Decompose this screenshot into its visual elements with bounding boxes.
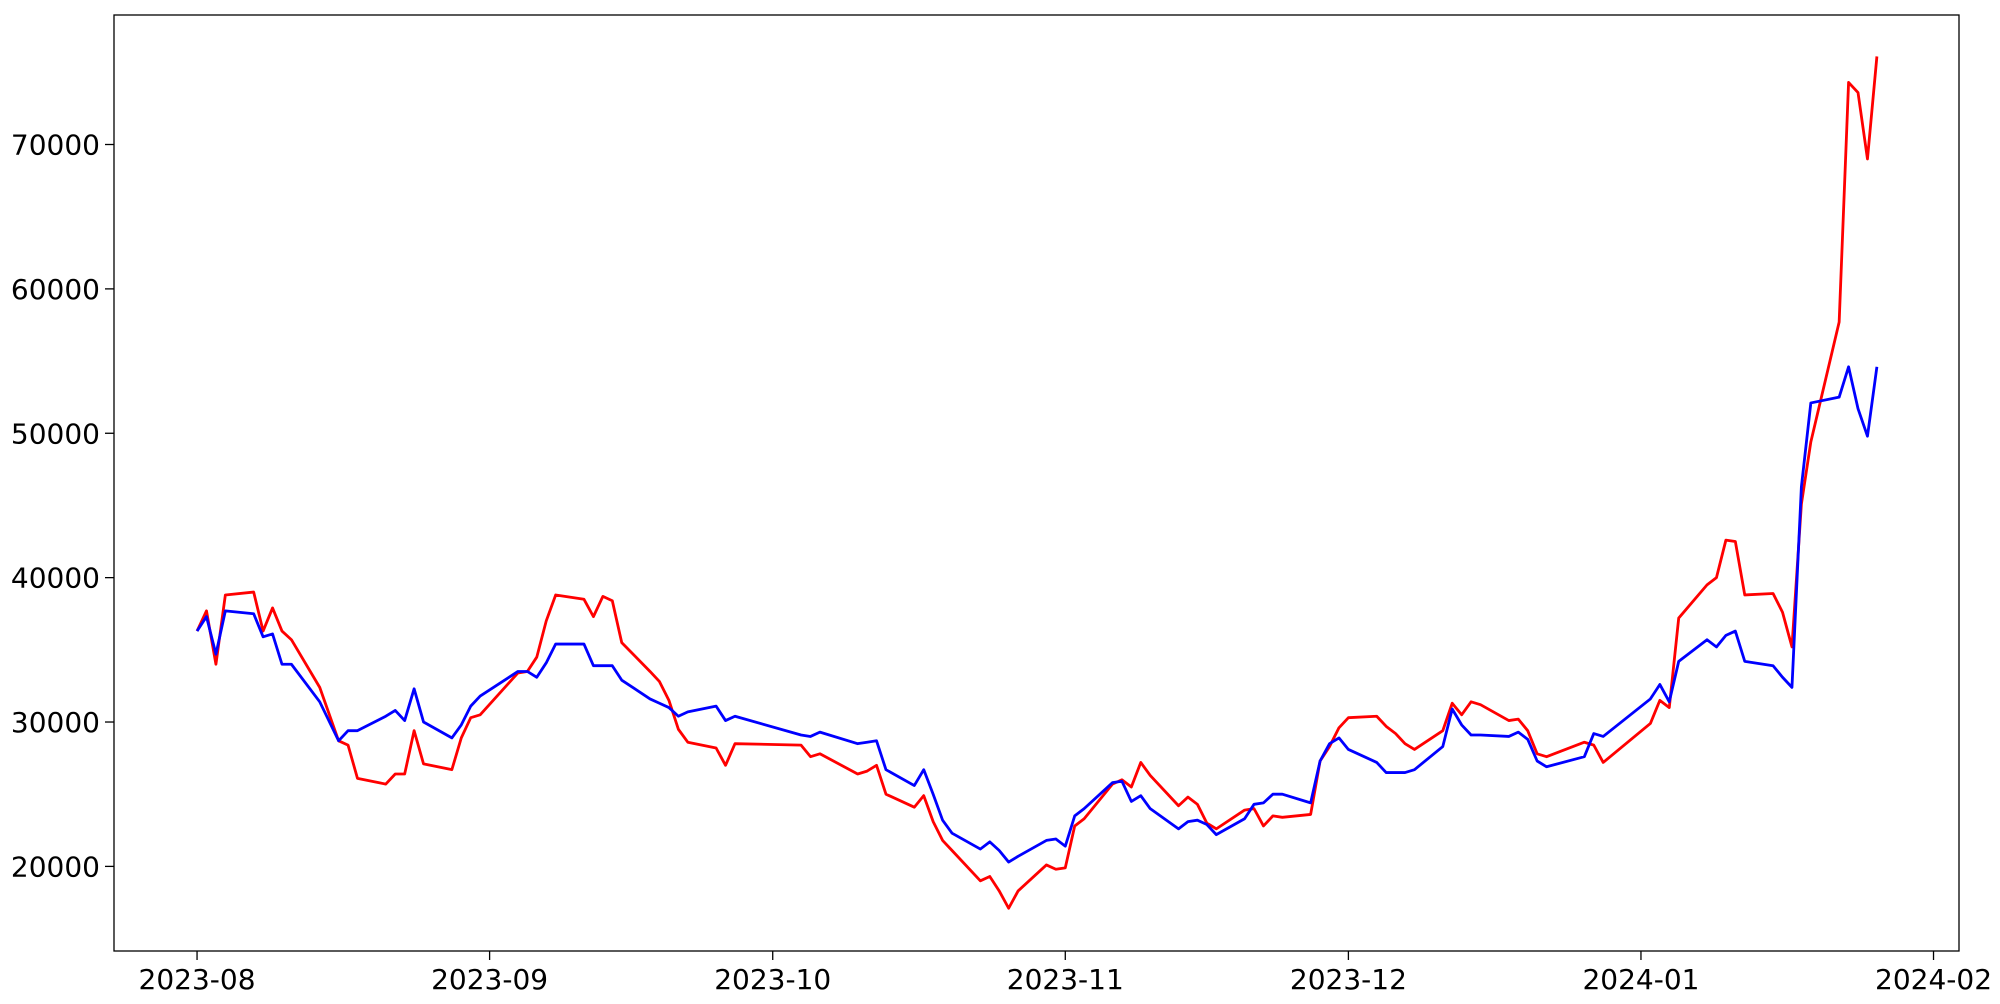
x-tick-label: 2023-09: [431, 963, 548, 996]
plot-frame: [113, 14, 1960, 952]
series-line: [195, 56, 1879, 910]
y-tick-label: 30000: [11, 706, 100, 739]
y-tick-label: 50000: [11, 417, 100, 450]
x-tick-label: 2024-01: [1582, 963, 1699, 996]
x-tick-label: 2024-02: [1875, 963, 1992, 996]
y-tick-label: 70000: [11, 129, 100, 162]
x-tick-label: 2023-08: [139, 963, 256, 996]
x-tick-label: 2023-12: [1290, 963, 1407, 996]
y-tick-label: 60000: [11, 273, 100, 306]
y-tick-label: 40000: [11, 562, 100, 595]
x-tick-label: 2023-10: [714, 963, 831, 996]
y-tick-label: 20000: [11, 850, 100, 883]
series-line: [195, 365, 1879, 864]
x-tick-label: 2023-11: [1007, 963, 1124, 996]
